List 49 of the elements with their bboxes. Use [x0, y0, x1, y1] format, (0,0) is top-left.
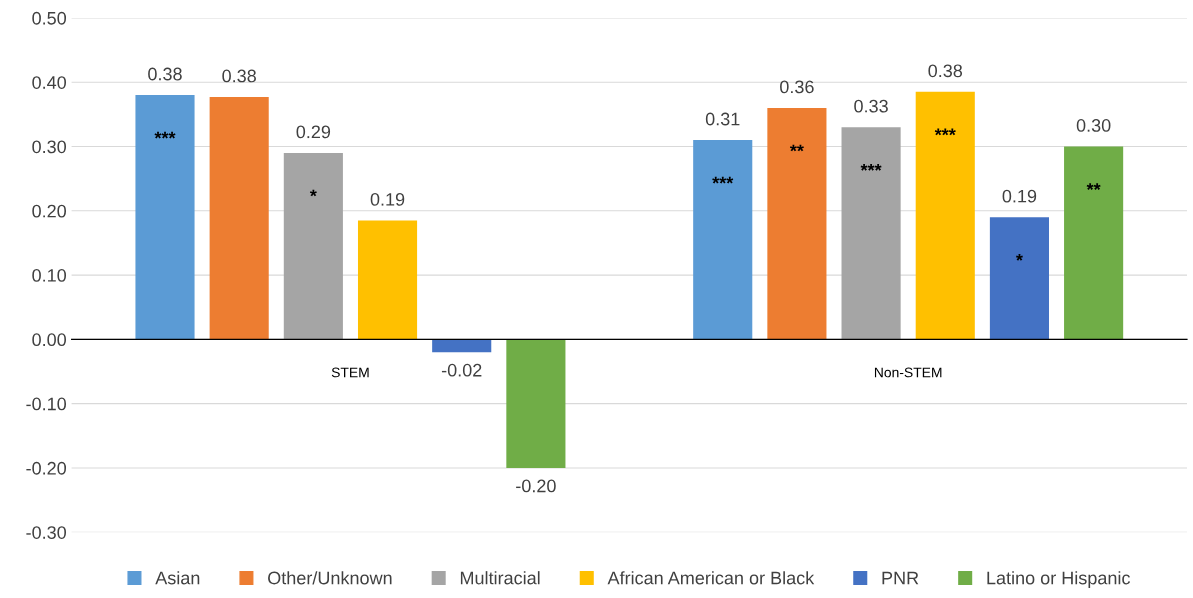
legend-label: Other/Unknown — [268, 571, 392, 585]
annotation: * — [309, 189, 317, 197]
bar — [432, 339, 492, 353]
y-tick-label: 0.20 — [32, 204, 67, 218]
data-label: 0.19 — [1002, 189, 1037, 203]
annotation: *** — [154, 131, 176, 139]
bar — [915, 91, 975, 340]
annotation: *** — [860, 163, 882, 171]
y-tick-label: 0.30 — [32, 140, 67, 154]
data-label: -0.02 — [441, 363, 482, 377]
data-label: 0.19 — [370, 192, 405, 206]
annotation: ** — [789, 144, 804, 152]
y-tick-label: 0.40 — [32, 76, 67, 89]
annotation: ** — [1086, 183, 1101, 190]
legend-label: PNR — [882, 571, 919, 585]
y-tick-label: 0.10 — [32, 269, 67, 282]
bar — [209, 97, 269, 340]
bar — [693, 140, 753, 340]
data-label: 0.38 — [222, 69, 256, 83]
annotation: * — [1015, 253, 1023, 261]
bar — [989, 217, 1049, 340]
data-label: 0.29 — [296, 125, 331, 139]
annotation: *** — [934, 128, 956, 136]
legend-label: African American or Black — [607, 571, 815, 585]
bar — [135, 95, 195, 340]
data-label: 0.33 — [854, 99, 888, 113]
bar — [357, 220, 418, 340]
bar — [1064, 146, 1124, 340]
bar — [841, 127, 901, 340]
y-tick-label: 0.50 — [32, 11, 67, 25]
x-tick-label: Non-STEM — [874, 367, 942, 378]
data-label: -0.20 — [516, 479, 556, 493]
bar — [506, 339, 566, 468]
y-tick-label: -0.20 — [26, 461, 67, 475]
legend-label: Asian — [155, 571, 200, 585]
data-label: 0.38 — [148, 67, 182, 81]
bar — [283, 152, 343, 340]
data-label: 0.31 — [705, 112, 740, 126]
legend-label: Multiracial — [460, 571, 540, 585]
annotation: *** — [712, 176, 734, 184]
y-tick-label: -0.10 — [26, 397, 67, 411]
legend-label: Latino or Hispanic — [987, 571, 1130, 588]
data-label: 0.36 — [780, 80, 814, 94]
y-tick-label: 0.00 — [32, 333, 67, 347]
y-tick-label: -0.30 — [26, 526, 67, 539]
data-label: 0.38 — [928, 64, 963, 78]
bar — [767, 107, 827, 340]
x-tick-label: STEM — [331, 367, 369, 378]
data-label: 0.30 — [1076, 119, 1111, 132]
